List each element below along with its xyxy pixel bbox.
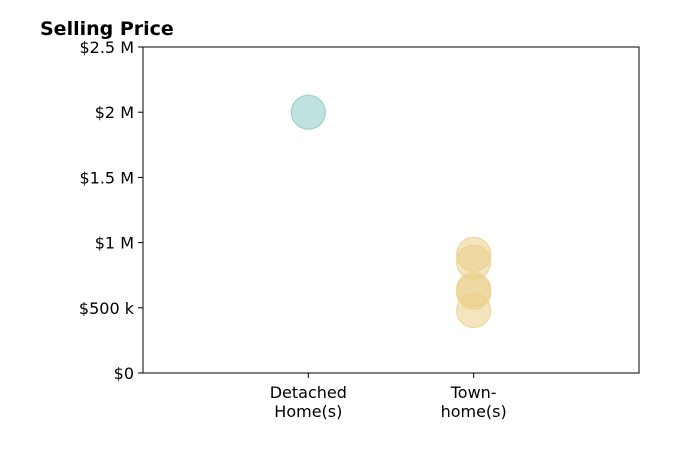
plot-frame [142, 46, 640, 374]
x-axis: Detached Home(s) Town-home(s) [270, 373, 507, 421]
y-tick-label: $2 M [95, 103, 134, 122]
y-tick-label: $500 k [79, 299, 135, 318]
x-tick-label: Town-home(s) [441, 383, 507, 421]
data-point [290, 94, 326, 130]
y-tick-label: $2.5 M [79, 38, 134, 57]
x-tick-label: Detached Home(s) [270, 383, 347, 421]
y-tick-label: $0 [114, 364, 134, 383]
y-tick-label: $1 M [95, 234, 134, 253]
points-layer [290, 94, 492, 329]
y-axis: $0 $500 k $1 M $1.5 M $2 M $2.5 M [79, 38, 143, 383]
chart-title: Selling Price [40, 18, 174, 40]
data-point [456, 236, 492, 272]
y-tick-label: $1.5 M [79, 168, 134, 187]
